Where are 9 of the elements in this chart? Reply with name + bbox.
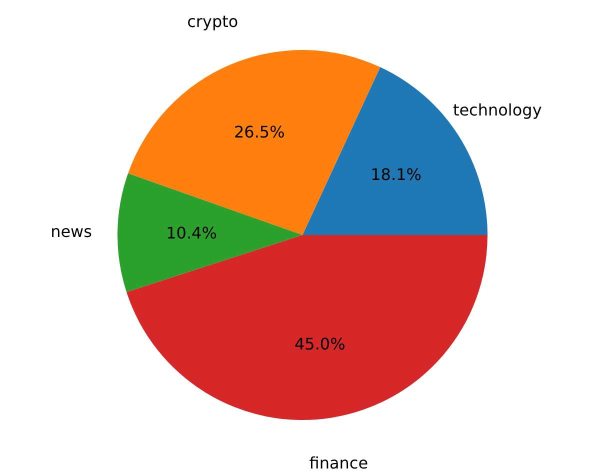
pie-slice <box>118 173 302 292</box>
data-label: 45.0% <box>294 334 346 354</box>
data-label: 18.1% <box>370 165 422 184</box>
slice-label: technology <box>452 100 542 120</box>
slice-label: news <box>50 222 92 242</box>
data-label: 26.5% <box>234 122 285 142</box>
data-label: 10.4% <box>166 224 217 243</box>
slice-label: crypto <box>187 12 238 31</box>
slice-label: finance <box>309 453 368 471</box>
